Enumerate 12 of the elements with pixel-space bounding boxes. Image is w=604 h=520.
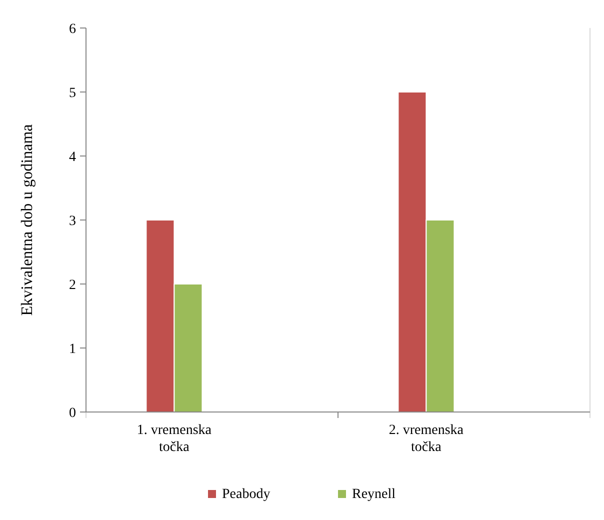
y-tick-label: 2 — [69, 278, 76, 293]
y-tick-label: 0 — [69, 406, 76, 421]
x-tick-label: 2. vremenska točka — [388, 423, 464, 455]
y-tick-label: 3 — [69, 214, 76, 229]
legend-label: Reynell — [352, 487, 396, 502]
y-tick-label: 6 — [69, 22, 76, 37]
y-tick-label: 1 — [69, 342, 76, 357]
y-axis-title: Ekvivalentna dob u godinama — [19, 124, 36, 316]
legend-label: Peabody — [222, 487, 270, 502]
x-tick-label: 1. vremenska točka — [136, 423, 212, 455]
y-tick-label: 5 — [69, 86, 76, 101]
y-tick-label: 4 — [69, 150, 76, 165]
